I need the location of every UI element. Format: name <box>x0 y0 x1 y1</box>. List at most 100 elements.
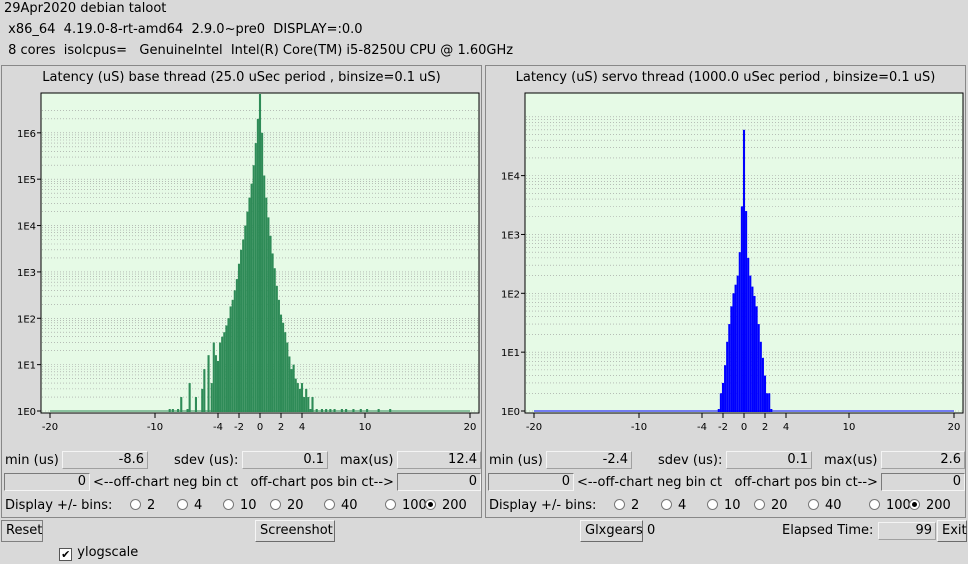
min-label: min (us) <box>489 453 543 468</box>
bins-radio-100[interactable]: 100 <box>385 496 427 516</box>
radio-dot[interactable] <box>324 499 335 510</box>
y-tick-label: 1E2 <box>17 314 36 325</box>
radio-label: 2 <box>631 498 640 513</box>
radio-dot[interactable] <box>661 499 672 510</box>
histogram-bar <box>320 409 323 412</box>
histogram-bar <box>770 409 773 412</box>
bins-radio-4[interactable]: 4 <box>661 496 686 516</box>
histogram-bar <box>340 409 343 412</box>
histogram-bar <box>214 355 217 412</box>
histogram-bar <box>717 409 720 412</box>
y-tick-label: 1E1 <box>17 361 36 372</box>
radio-dot[interactable] <box>707 499 718 510</box>
histogram-bar <box>738 252 741 412</box>
radio-label: 200 <box>926 498 951 513</box>
radio-dot[interactable] <box>177 499 188 510</box>
radio-dot[interactable] <box>614 499 625 510</box>
histogram-bar <box>258 94 262 412</box>
histogram-bar <box>309 409 312 412</box>
radio-dot[interactable] <box>909 499 920 510</box>
screenshot-button[interactable]: Screenshot <box>255 520 335 542</box>
radio-dot[interactable] <box>130 499 141 510</box>
histogram-bar <box>171 409 174 412</box>
histogram-bar <box>201 388 204 412</box>
max-value: 12.4 <box>397 451 481 469</box>
histogram-bar <box>749 275 752 412</box>
ylogscale-checkbox[interactable]: ✔ ylogscale <box>51 520 138 564</box>
bins-radio-40[interactable]: 40 <box>808 496 842 516</box>
histogram-bar <box>242 239 245 412</box>
display-bins-label: Display +/- bins: <box>489 498 597 513</box>
glxgears-button[interactable]: Glxgears <box>580 520 643 542</box>
histogram-bar <box>753 296 756 412</box>
checkbox-box[interactable]: ✔ <box>59 548 73 561</box>
pos-bin-count: 0 <box>397 473 481 491</box>
x-tick-label: 0 <box>741 422 747 433</box>
radio-dot[interactable] <box>385 499 396 510</box>
histogram-bar <box>216 360 220 412</box>
histogram-bar <box>755 306 758 412</box>
bins-radio-200[interactable]: 200 <box>909 496 951 516</box>
histogram-bar <box>219 342 222 412</box>
histogram-bar <box>726 341 729 412</box>
exit-button[interactable]: Exit <box>937 520 967 542</box>
histogram-bar <box>267 217 270 412</box>
bins-radio-4[interactable]: 4 <box>177 496 202 516</box>
histogram-bar <box>271 253 274 412</box>
pos-bin-count: 0 <box>881 473 965 491</box>
bins-radio-20[interactable]: 20 <box>754 496 788 516</box>
radio-label: 200 <box>442 498 467 513</box>
x-tick-label: 0 <box>257 422 263 433</box>
histogram-bar <box>275 285 278 412</box>
y-tick-label: 1E3 <box>17 268 36 279</box>
radio-dot[interactable] <box>223 499 234 510</box>
header-line-host: 29Apr2020 debian taloot <box>4 1 167 16</box>
histogram-bar <box>188 383 191 412</box>
bins-radio-40[interactable]: 40 <box>324 496 358 516</box>
radio-dot[interactable] <box>270 499 281 510</box>
histogram-bar <box>244 225 247 412</box>
bins-radio-2[interactable]: 2 <box>614 496 639 516</box>
histogram-bar <box>761 357 764 412</box>
histogram-bar <box>269 235 272 412</box>
bins-radio-10[interactable]: 10 <box>707 496 741 516</box>
histogram-bar <box>286 342 289 412</box>
histogram-bar <box>180 397 183 412</box>
max-label: max(us) <box>340 453 394 468</box>
histogram-bar <box>282 322 285 412</box>
histogram-bar <box>254 143 257 413</box>
y-tick-label: 1E4 <box>501 172 520 183</box>
radio-label: 2 <box>147 498 156 513</box>
histogram-bar <box>747 257 750 412</box>
bins-radio-100[interactable]: 100 <box>869 496 911 516</box>
radio-label: 40 <box>341 498 358 513</box>
histogram-bar <box>256 118 259 413</box>
glxgears-value: 0 <box>647 523 656 538</box>
histogram-bar <box>231 299 234 412</box>
bins-radio-10[interactable]: 10 <box>223 496 257 516</box>
histogram-bar <box>263 175 266 412</box>
histogram-bar <box>177 409 180 412</box>
histogram-bar <box>745 211 748 412</box>
radio-dot[interactable] <box>754 499 765 510</box>
histogram-bar <box>303 397 306 412</box>
bins-radio-20[interactable]: 20 <box>270 496 304 516</box>
histogram-bar <box>225 325 228 412</box>
bins-radio-200[interactable]: 200 <box>425 496 467 516</box>
histogram-bar <box>186 409 189 412</box>
histogram-bar <box>223 332 226 412</box>
histogram-bar <box>250 183 253 412</box>
x-tick-label: -4 <box>697 422 707 433</box>
radio-dot[interactable] <box>869 499 880 510</box>
radio-dot[interactable] <box>425 499 436 510</box>
radio-label: 20 <box>771 498 788 513</box>
servo-thread-title: Latency (uS) servo thread (1000.0 uSec p… <box>515 70 936 85</box>
radio-label: 10 <box>724 498 741 513</box>
y-tick-label: 1E0 <box>17 407 36 418</box>
bins-radio-2[interactable]: 2 <box>130 496 155 516</box>
radio-dot[interactable] <box>808 499 819 510</box>
histogram-bar <box>736 275 739 412</box>
x-tick-label: -20 <box>526 422 542 433</box>
reset-button[interactable]: Reset <box>1 520 43 542</box>
